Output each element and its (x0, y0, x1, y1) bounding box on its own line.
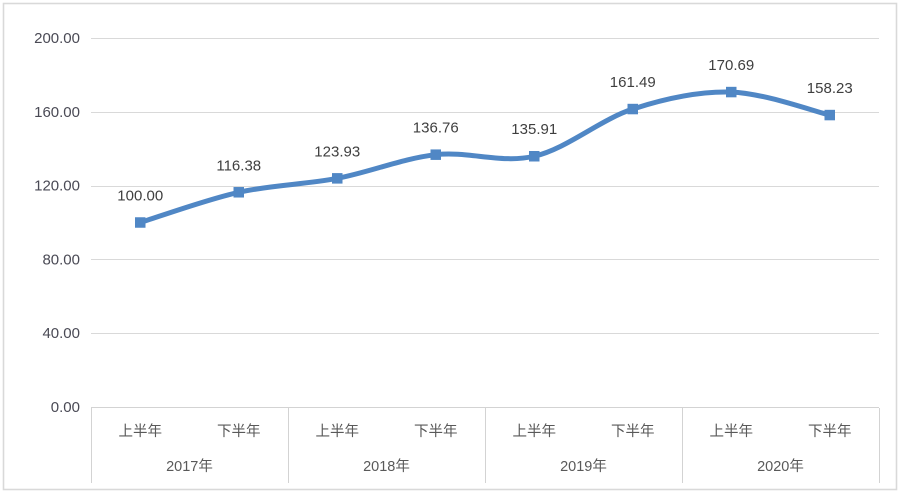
data-point-marker (627, 103, 638, 115)
y-tick-label: 40.00 (42, 325, 80, 342)
y-tick-label: 200.00 (34, 30, 80, 47)
category-group-label: 2019年 (560, 458, 607, 475)
y-tick-label: 160.00 (34, 104, 80, 121)
category-label: 下半年 (414, 423, 458, 440)
category-label: 上半年 (119, 423, 163, 440)
category-label: 下半年 (808, 423, 852, 440)
gridlines (91, 38, 879, 334)
data-label: 161.49 (610, 74, 656, 91)
category-group-label: 2020年 (757, 458, 804, 475)
data-point-marker (332, 173, 343, 184)
data-point-marker (430, 149, 441, 160)
data-label: 158.23 (807, 80, 853, 97)
category-label: 下半年 (217, 423, 261, 440)
y-tick-label: 80.00 (42, 251, 80, 268)
y-axis-tick-labels: 0.00 40.00 80.00 120.00 160.00 200.00 (34, 30, 80, 416)
category-group-label: 2017年 (166, 458, 213, 475)
series-line (137, 89, 833, 225)
data-point-marker (135, 217, 146, 228)
data-label: 100.00 (117, 188, 163, 205)
category-label: 下半年 (611, 423, 655, 440)
data-point-marker (726, 86, 737, 98)
data-point-marker (529, 150, 540, 162)
y-tick-label: 0.00 (51, 399, 80, 416)
data-label: 135.91 (511, 121, 557, 138)
data-point-marker (233, 187, 244, 198)
data-label: 116.38 (216, 157, 261, 174)
data-label: 170.69 (708, 57, 754, 74)
data-point-marker (824, 109, 835, 121)
category-label: 上半年 (710, 423, 754, 440)
category-group-label: 2018年 (363, 458, 410, 475)
data-label: 136.76 (413, 120, 459, 137)
category-label: 上半年 (316, 423, 360, 440)
data-labels: 100.00 116.38 123.93 136.76 135.91 161.49 170.… (117, 57, 852, 204)
category-axis: 上半年 下半年 上半年 下半年 上半年 下半年 上半年 下半年 2017年 2018年 2019年 2… (91, 407, 880, 483)
series-markers (135, 86, 835, 228)
category-label: 上半年 (513, 423, 557, 440)
y-tick-label: 120.00 (34, 178, 80, 195)
data-label: 123.93 (314, 143, 360, 160)
